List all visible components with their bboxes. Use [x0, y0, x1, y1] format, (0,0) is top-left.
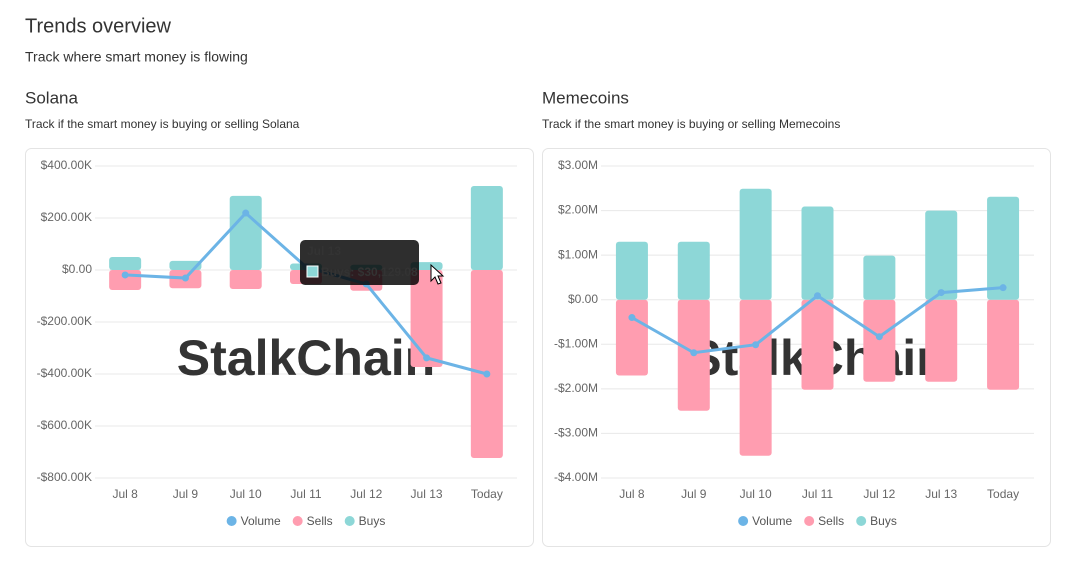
y-tick-label: -$2.00M — [554, 381, 598, 395]
line-point — [242, 209, 250, 217]
bar — [987, 299, 1020, 390]
x-tick-label: Today — [471, 487, 503, 501]
y-tick-label: -$3.00M — [554, 426, 598, 440]
y-tick-label: $0.00 — [568, 292, 598, 306]
y-tick-label: -$200.00K — [37, 314, 92, 328]
line-point — [999, 284, 1007, 292]
cursor — [430, 263, 445, 285]
bar — [801, 299, 834, 390]
tooltip-swatch — [306, 265, 319, 278]
legend-swatch — [856, 516, 867, 526]
bar — [739, 299, 772, 456]
bar — [863, 299, 896, 382]
chart-card — [542, 148, 1051, 547]
tooltip — [300, 240, 419, 285]
x-tick-label: Jul 9 — [173, 487, 199, 501]
x-tick-label: Jul 13 — [411, 487, 443, 501]
bar — [863, 255, 896, 300]
line-point — [875, 333, 883, 341]
x-tick-label: Jul 12 — [863, 487, 895, 501]
bar — [410, 270, 443, 367]
line-point — [423, 354, 431, 362]
x-tick-label: Jul 13 — [925, 487, 957, 501]
legend-swatch — [738, 516, 749, 526]
bar — [925, 299, 958, 382]
x-tick-label: Jul 11 — [290, 487, 321, 501]
line-point — [814, 292, 821, 300]
line-point — [690, 349, 698, 357]
x-tick-label: Jul 10 — [230, 487, 262, 501]
y-tick-label: $200.00K — [41, 210, 92, 224]
bar — [677, 241, 710, 300]
y-tick-label: $0.00 — [62, 262, 92, 276]
bar — [925, 210, 958, 300]
line-point — [483, 370, 491, 378]
y-tick-label: -$4.00M — [554, 470, 598, 484]
line-point — [752, 341, 760, 349]
page-title: Trends overview — [25, 15, 172, 37]
y-tick-label: -$400.00K — [37, 366, 92, 380]
legend-label: Sells — [307, 514, 333, 528]
x-tick-label: Jul 11 — [802, 487, 833, 501]
legend-label: Sells — [818, 514, 844, 528]
legend-swatch — [344, 516, 355, 526]
x-tick-label: Jul 12 — [350, 487, 382, 501]
page-subtitle: Track where smart money is flowing — [25, 49, 248, 65]
y-tick-label: $400.00K — [41, 158, 92, 172]
bar — [615, 241, 648, 300]
line-point — [628, 314, 636, 322]
bar — [109, 257, 142, 270]
x-tick-label: Jul 10 — [740, 487, 772, 501]
line-point — [121, 271, 129, 279]
x-tick-label: Today — [987, 487, 1019, 501]
legend-swatch — [804, 516, 815, 526]
chart-title: Solana — [25, 88, 78, 107]
y-tick-label: -$800.00K — [37, 470, 92, 484]
bar — [801, 206, 834, 300]
bar — [229, 270, 262, 289]
tooltip-text: Buys: $30,129.08 — [321, 265, 418, 279]
chart-title: Memecoins — [542, 88, 629, 107]
line-point — [937, 289, 945, 297]
y-tick-label: $1.00M — [558, 247, 598, 261]
bar — [615, 299, 648, 376]
x-tick-label: Jul 8 — [619, 487, 645, 501]
bar — [739, 188, 772, 300]
y-tick-label: $3.00M — [558, 158, 598, 172]
chart-subtitle: Track if the smart money is buying or se… — [542, 117, 840, 131]
bar — [229, 195, 262, 270]
legend-label: Volume — [752, 514, 792, 528]
bar — [987, 196, 1020, 300]
y-tick-label: $2.00M — [558, 203, 598, 217]
legend: Volume Sells Buys — [738, 514, 897, 528]
x-tick-label: Jul 8 — [112, 487, 138, 501]
x-tick-label: Jul 9 — [681, 487, 707, 501]
bar — [470, 270, 503, 458]
bar — [470, 186, 503, 270]
tooltip-title: Jul 13 — [307, 244, 341, 258]
chart-subtitle: Track if the smart money is buying or se… — [25, 117, 300, 131]
y-tick-label: -$600.00K — [37, 418, 92, 432]
legend-label: Buys — [870, 514, 897, 528]
watermark: StalkChain — [177, 330, 435, 386]
legend-label: Buys — [359, 514, 386, 528]
legend: Volume Sells Buys — [226, 514, 386, 528]
legend-swatch — [226, 516, 237, 526]
line-point — [181, 274, 189, 282]
y-tick-label: -$1.00M — [554, 336, 598, 350]
legend-swatch — [292, 516, 303, 526]
legend-label: Volume — [241, 514, 281, 528]
